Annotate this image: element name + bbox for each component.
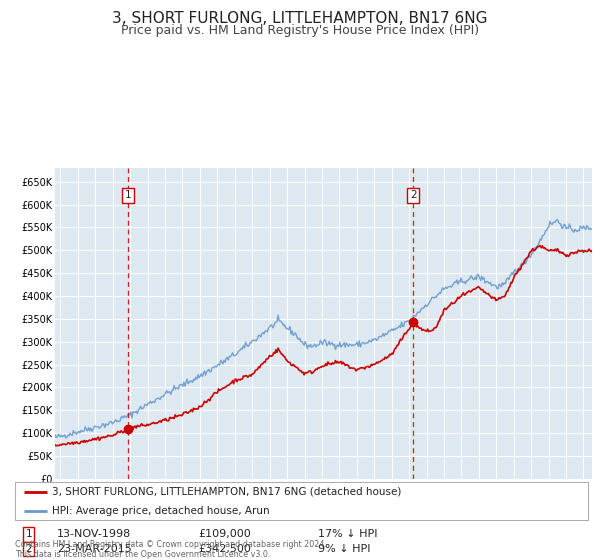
Text: 17% ↓ HPI: 17% ↓ HPI (318, 529, 377, 539)
Text: 3, SHORT FURLONG, LITTLEHAMPTON, BN17 6NG: 3, SHORT FURLONG, LITTLEHAMPTON, BN17 6N… (112, 11, 488, 26)
Text: Contains HM Land Registry data © Crown copyright and database right 2024.
This d: Contains HM Land Registry data © Crown c… (15, 540, 327, 559)
Text: £342,500: £342,500 (198, 544, 251, 554)
Text: 13-NOV-1998: 13-NOV-1998 (57, 529, 131, 539)
Text: 23-MAR-2015: 23-MAR-2015 (57, 544, 132, 554)
Text: 9% ↓ HPI: 9% ↓ HPI (318, 544, 371, 554)
Text: 3, SHORT FURLONG, LITTLEHAMPTON, BN17 6NG (detached house): 3, SHORT FURLONG, LITTLEHAMPTON, BN17 6N… (52, 487, 401, 497)
Text: 2: 2 (25, 544, 32, 554)
Text: 2: 2 (410, 190, 416, 200)
Text: Price paid vs. HM Land Registry's House Price Index (HPI): Price paid vs. HM Land Registry's House … (121, 24, 479, 36)
Text: 1: 1 (25, 529, 32, 539)
Text: £109,000: £109,000 (198, 529, 251, 539)
Text: 1: 1 (125, 190, 131, 200)
Text: HPI: Average price, detached house, Arun: HPI: Average price, detached house, Arun (52, 506, 270, 516)
